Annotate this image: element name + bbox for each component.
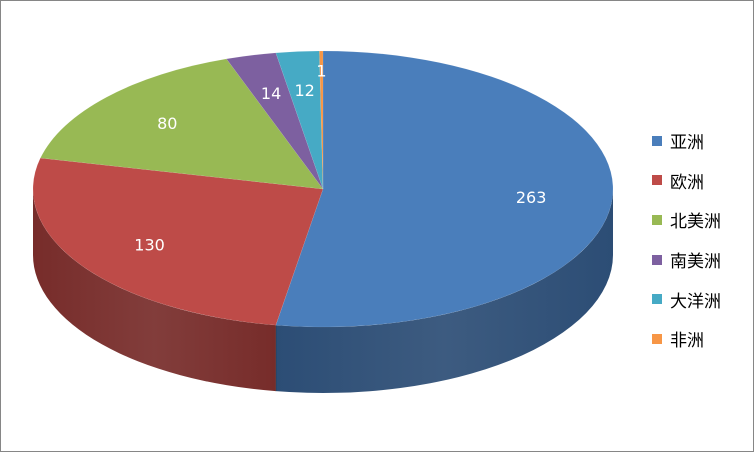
legend-label: 大洋洲 xyxy=(670,291,721,312)
legend-swatch xyxy=(652,214,662,225)
pie-slice-北美洲 xyxy=(40,58,324,190)
legend-item: 北美洲 xyxy=(652,200,752,240)
legend-item: 南美洲 xyxy=(652,240,752,280)
data-label-北美洲: 80 xyxy=(157,114,177,133)
pie-side-亚洲 xyxy=(275,189,613,393)
legend-item: 大洋洲 xyxy=(652,279,752,319)
data-label-大洋洲: 12 xyxy=(294,81,314,100)
legend-label: 非洲 xyxy=(670,331,704,352)
data-label-南美洲: 14 xyxy=(261,84,281,103)
legend-label: 南美洲 xyxy=(670,252,721,273)
pie-slice-南美洲 xyxy=(226,52,324,190)
pie-slice-欧洲 xyxy=(32,157,324,326)
legend-swatch xyxy=(652,294,662,305)
legend-swatch xyxy=(652,333,662,344)
pie-slice-非洲 xyxy=(319,50,324,190)
data-labels: 263 130 80 14 121 xyxy=(134,61,546,254)
legend-item: 非洲 xyxy=(652,319,752,359)
legend-label: 欧洲 xyxy=(670,172,704,193)
data-label-欧洲: 130 xyxy=(134,235,165,254)
legend-swatch xyxy=(652,175,662,186)
legend-swatch xyxy=(652,135,662,146)
legend-item: 亚洲 xyxy=(652,121,752,161)
legend: 亚洲欧洲北美洲南美洲大洋洲非洲 xyxy=(652,121,752,359)
legend-label: 北美洲 xyxy=(670,212,721,233)
pie-sides xyxy=(33,189,613,393)
pie-slice-大洋洲 xyxy=(275,50,324,190)
pie-slice-亚洲 xyxy=(275,50,614,328)
data-label-非洲: 1 xyxy=(316,61,326,80)
legend-item: 欧洲 xyxy=(652,161,752,201)
data-label-亚洲: 263 xyxy=(516,188,547,207)
pie-side-欧洲 xyxy=(33,189,276,392)
legend-swatch xyxy=(652,254,662,265)
pie-slices xyxy=(32,50,614,328)
legend-label: 亚洲 xyxy=(670,133,704,154)
